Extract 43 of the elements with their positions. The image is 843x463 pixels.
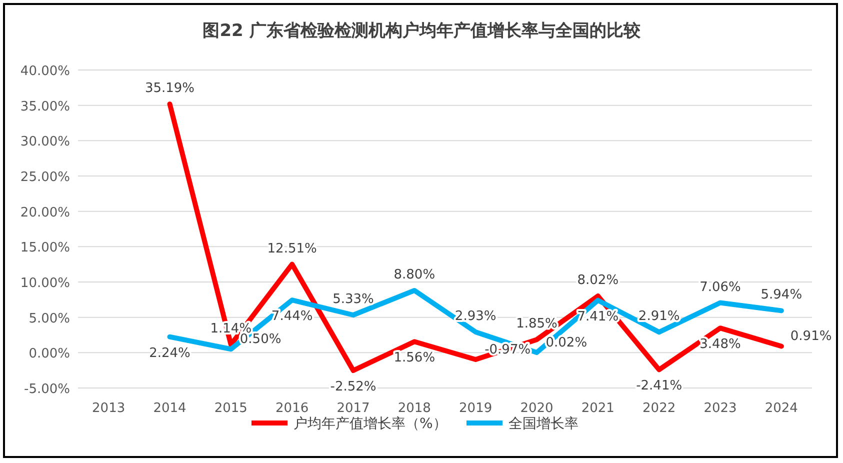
y-tick-label: 30.00%	[20, 134, 70, 150]
data-label: 8.02%	[577, 272, 619, 288]
data-label: 35.19%	[144, 80, 195, 96]
data-label: 2.91%	[638, 309, 680, 324]
y-tick-label: 15.00%	[20, 240, 70, 256]
data-label: 7.44%	[271, 309, 313, 324]
x-tick-label: 2022	[642, 401, 676, 416]
data-label: 1.56%	[394, 350, 436, 366]
x-tick-label: 2024	[764, 401, 798, 416]
data-label: 5.94%	[760, 288, 802, 303]
data-label: 2.24%	[149, 346, 190, 361]
data-label: 2.93%	[454, 308, 496, 324]
data-label: 5.33%	[332, 292, 374, 307]
x-tick-label: 2013	[92, 401, 126, 416]
legend-label: 户均年产值增长率（%）	[294, 416, 447, 432]
data-label: 3.48%	[700, 337, 741, 352]
data-label: 1.85%	[516, 316, 558, 332]
legend-label: 全国增长率	[508, 416, 578, 432]
x-tick-label: 2018	[398, 401, 431, 416]
data-label: -0.97%	[484, 342, 531, 358]
data-label: 8.80%	[394, 267, 436, 282]
y-tick-label: 40.00%	[20, 64, 70, 79]
x-tick-label: 2019	[459, 401, 492, 416]
data-label: -2.52%	[330, 379, 376, 394]
y-tick-label: 35.00%	[20, 99, 70, 114]
data-label: 0.91%	[790, 329, 832, 344]
x-tick-label: 2015	[214, 401, 248, 416]
y-tick-label: -5.00%	[24, 382, 70, 397]
chart-title: 图22 广东省检验检测机构户均年产值增长率与全国的比较	[202, 21, 642, 41]
x-tick-label: 2021	[581, 401, 614, 416]
x-tick-label: 2014	[153, 401, 186, 416]
y-tick-label: 5.00%	[28, 311, 70, 326]
y-tick-label: 20.00%	[20, 205, 70, 220]
x-tick-label: 2020	[520, 401, 554, 416]
x-tick-label: 2016	[276, 401, 309, 416]
data-label: -2.41%	[636, 378, 682, 394]
data-label: 7.06%	[700, 280, 741, 295]
y-tick-label: 0.00%	[28, 346, 70, 362]
y-tick-label: 10.00%	[20, 276, 70, 291]
y-tick-label: 25.00%	[20, 170, 70, 185]
data-label: 12.51%	[267, 241, 317, 256]
x-tick-label: 2017	[336, 401, 370, 416]
x-tick-label: 2023	[704, 401, 737, 416]
